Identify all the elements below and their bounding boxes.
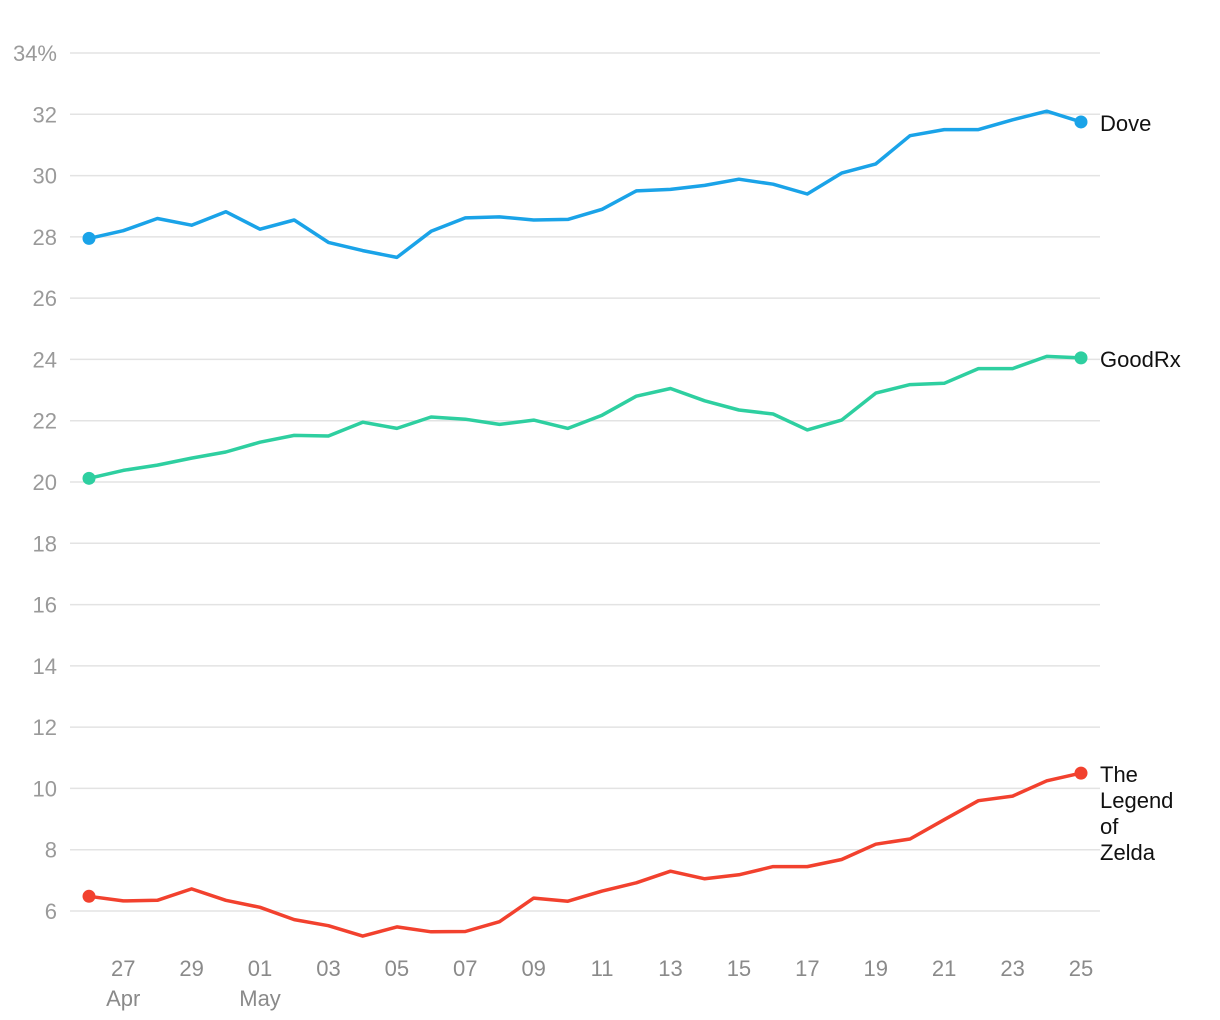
y-tick-label: 14 [33, 654, 57, 679]
y-tick-label: 10 [33, 776, 57, 801]
series-line [87, 771, 1083, 938]
y-tick-label: 20 [33, 470, 57, 495]
series-start-marker [82, 231, 96, 245]
y-tick-label: 32 [33, 102, 57, 127]
y-tick-label: 8 [45, 838, 57, 863]
y-tick-label: 6 [45, 899, 57, 924]
series-label: GoodRx [1100, 347, 1181, 372]
series-label: Legend [1100, 788, 1173, 813]
x-tick-label: 19 [864, 956, 888, 981]
series-label: Zelda [1100, 840, 1156, 865]
series-end-marker [1074, 115, 1088, 129]
y-tick-label: 28 [33, 225, 57, 250]
y-tick-label: 24 [33, 347, 57, 372]
series-label: Dove [1100, 111, 1151, 136]
y-tick-label: 26 [33, 286, 57, 311]
y-axis: 6 8 10 12 14 16 18 20 22 24 26 28 30 32 34% [13, 41, 57, 924]
y-tick-label: 12 [33, 715, 57, 740]
series-dove: Dove [82, 109, 1151, 260]
x-tick-label: 23 [1000, 956, 1024, 981]
x-tick-label: 29 [179, 956, 203, 981]
x-tick-label: 09 [521, 956, 545, 981]
x-tick-label: 07 [453, 956, 477, 981]
x-tick-label: 01 [248, 956, 272, 981]
series-start-marker [82, 471, 96, 485]
x-tick-label: 21 [932, 956, 956, 981]
series-line [87, 109, 1083, 260]
y-tick-label: 30 [33, 164, 57, 189]
x-tick-label: 25 [1069, 956, 1093, 981]
x-tick-label: 17 [795, 956, 819, 981]
x-tick-label: 03 [316, 956, 340, 981]
x-tick-label: 11 [591, 956, 614, 981]
x-axis: 27 Apr 29 01 May 03 05 07 09 11 13 15 17 19 21 23 25 [106, 956, 1093, 1011]
x-tick-label: 15 [727, 956, 751, 981]
y-tick-label: 34% [13, 41, 57, 66]
series-end-marker [1074, 766, 1088, 780]
series-label: of [1100, 814, 1119, 839]
x-tick-label: 05 [385, 956, 409, 981]
series-line [87, 354, 1083, 481]
x-tick-month-label: Apr [106, 986, 140, 1011]
y-tick-label: 22 [33, 409, 57, 434]
series-label: The [1100, 762, 1138, 787]
x-tick-month-label: May [239, 986, 281, 1011]
grid-layer [70, 52, 1100, 912]
series-goodrx: GoodRx [82, 347, 1181, 485]
series-end-marker [1074, 351, 1088, 365]
x-tick-label: 13 [658, 956, 682, 981]
y-tick-label: 16 [33, 593, 57, 618]
series-start-marker [82, 889, 96, 903]
x-tick-label: 27 [111, 956, 135, 981]
y-tick-label: 18 [33, 531, 57, 556]
